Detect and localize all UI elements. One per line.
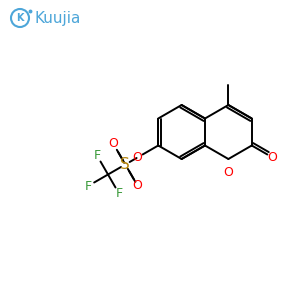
Text: O: O bbox=[108, 137, 118, 150]
Text: K: K bbox=[16, 13, 24, 23]
Text: S: S bbox=[121, 157, 130, 172]
Text: F: F bbox=[93, 149, 100, 162]
Text: F: F bbox=[85, 179, 92, 193]
Text: O: O bbox=[268, 151, 278, 164]
Text: F: F bbox=[116, 187, 123, 200]
Text: Kuujia: Kuujia bbox=[34, 11, 80, 26]
Text: O: O bbox=[132, 179, 142, 192]
Text: O: O bbox=[133, 151, 142, 164]
Text: O: O bbox=[224, 166, 233, 179]
